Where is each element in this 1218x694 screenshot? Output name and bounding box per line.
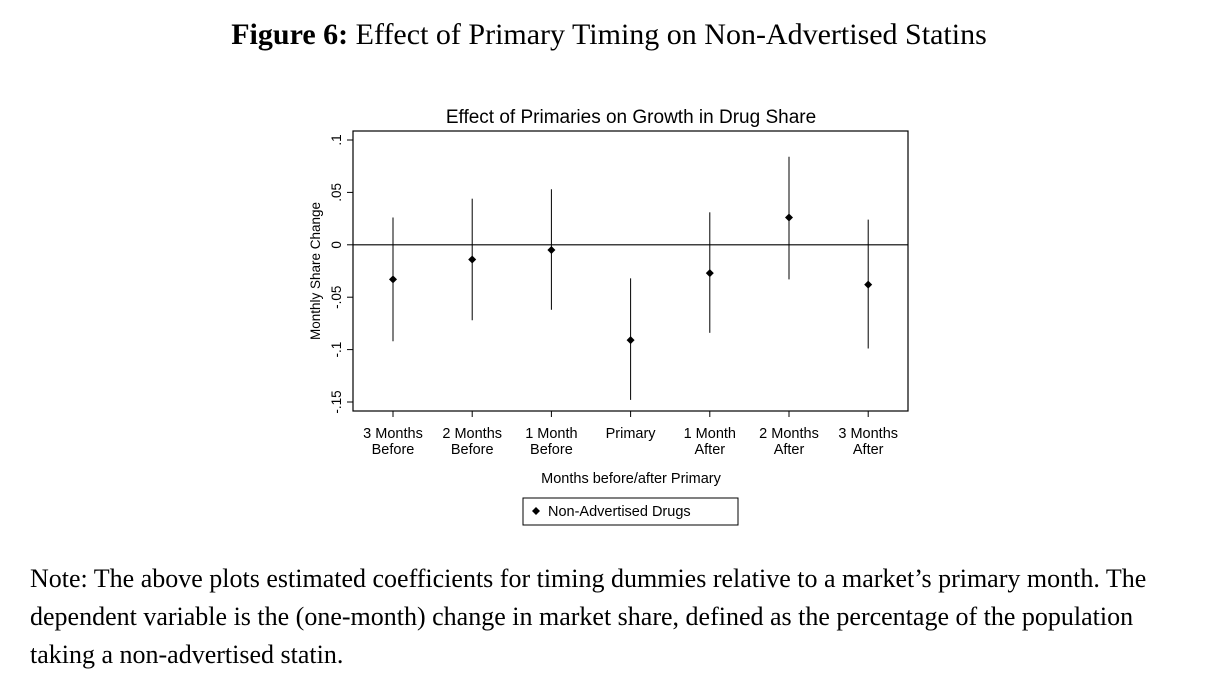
- y-tick-label: -.05: [329, 286, 344, 309]
- x-tick-label: 1 Month: [684, 426, 736, 442]
- x-tick-label: 2 Months: [759, 426, 819, 442]
- x-tick-label: 1 Month: [525, 426, 577, 442]
- x-tick-label: After: [853, 442, 884, 458]
- point-estimate: [864, 280, 873, 289]
- x-tick-label: After: [774, 442, 805, 458]
- x-tick-label: Before: [372, 442, 415, 458]
- point-estimate: [389, 275, 397, 284]
- legend: Non-Advertised Drugs: [522, 497, 739, 526]
- point-estimate: [626, 336, 635, 345]
- y-tick-label: 0: [329, 241, 344, 249]
- y-tick-label: -.1: [329, 342, 344, 358]
- legend-marker-icon: [532, 507, 540, 515]
- y-axis-label: Monthly Share Change: [308, 202, 323, 340]
- x-axis-label: Months before/after Primary: [541, 471, 721, 487]
- point-estimate: [547, 246, 556, 255]
- legend-box: [522, 497, 739, 526]
- figure-label: Figure 6:: [231, 18, 349, 51]
- y-tick-label: -.15: [329, 390, 344, 413]
- plot-marks: [353, 156, 908, 400]
- point-estimate: [785, 213, 793, 222]
- y-tick-label: .1: [329, 134, 344, 145]
- point-estimate: [468, 255, 477, 264]
- x-tick-label: After: [694, 442, 725, 458]
- legend-label: Non-Advertised Drugs: [548, 504, 691, 520]
- chart-title: Effect of Primaries on Growth in Drug Sh…: [446, 107, 816, 128]
- y-axis: .1 .05 0 -.05 -.1 -.15: [329, 134, 353, 414]
- x-tick-label: 2 Months: [442, 426, 502, 442]
- y-tick-label: .05: [329, 183, 344, 202]
- x-tick-label: 3 Months: [838, 426, 898, 442]
- figure-note: Note: The above plots estimated coeffici…: [30, 564, 1147, 669]
- point-estimate: [705, 269, 714, 278]
- x-tick-label: Before: [530, 442, 573, 458]
- figure-caption: Figure 6: Effect of Primary Timing on No…: [0, 18, 1218, 52]
- x-tick-label: Primary: [606, 426, 657, 442]
- figure-title: Effect of Primary Timing on Non-Advertis…: [355, 18, 987, 51]
- x-tick-label: 3 Months: [363, 426, 423, 442]
- x-tick-label: Before: [451, 442, 494, 458]
